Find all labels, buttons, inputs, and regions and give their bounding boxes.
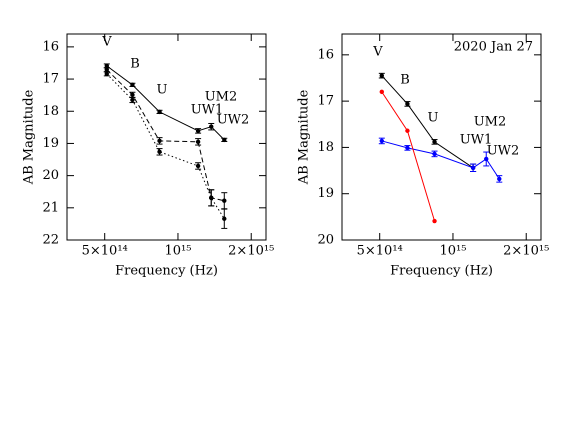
data-point	[405, 128, 410, 133]
band-label: V	[101, 35, 112, 50]
band-label: U	[428, 111, 439, 126]
x-tick-label: 5×10¹⁴	[357, 244, 403, 259]
band-label: UW2	[217, 113, 250, 128]
series-line	[381, 75, 474, 169]
y-tick-label: 18	[317, 140, 334, 155]
series-line	[106, 65, 225, 141]
y-axis-label: AB Magnitude	[297, 89, 312, 185]
x-tick-label: 10¹⁵	[164, 244, 191, 259]
y-tick-label: 17	[317, 94, 334, 109]
band-label: UW2	[487, 144, 520, 159]
y-axis-label: AB Magnitude	[22, 89, 37, 185]
band-label: B	[130, 57, 140, 72]
plot-frame	[341, 33, 542, 241]
y-tick-label: 16	[317, 47, 334, 62]
band-label: V	[372, 45, 383, 60]
y-tick-label: 21	[42, 200, 59, 215]
band-label: UW1	[191, 103, 224, 118]
data-point	[379, 89, 384, 95]
x-axis-label: Frequency (Hz)	[115, 264, 218, 279]
y-tick-label: 20	[317, 233, 334, 248]
y-tick-label: 20	[42, 168, 59, 183]
data-point	[432, 218, 437, 224]
y-tick-label: 16	[42, 39, 59, 54]
chart-title: 2020 Jan 27	[454, 40, 533, 55]
band-label: B	[400, 73, 410, 88]
y-tick-label: 18	[42, 104, 59, 119]
x-axis-label: Frequency (Hz)	[390, 264, 493, 279]
band-label: UM2	[474, 115, 507, 130]
series-line	[381, 140, 500, 180]
y-tick-label: 22	[42, 233, 59, 248]
x-tick-label: 2×10¹⁵	[503, 244, 549, 259]
series-line	[106, 69, 225, 202]
plot-frame	[66, 33, 267, 241]
y-tick-label: 19	[42, 136, 59, 151]
y-tick-label: 19	[317, 186, 334, 201]
x-tick-label: 2×10¹⁵	[228, 244, 274, 259]
band-label: U	[157, 83, 168, 98]
x-tick-label: 10¹⁵	[439, 244, 466, 259]
band-label: UW1	[460, 133, 493, 148]
x-tick-label: 5×10¹⁴	[82, 244, 128, 259]
y-tick-label: 17	[42, 72, 59, 87]
band-label: UM2	[205, 90, 238, 105]
